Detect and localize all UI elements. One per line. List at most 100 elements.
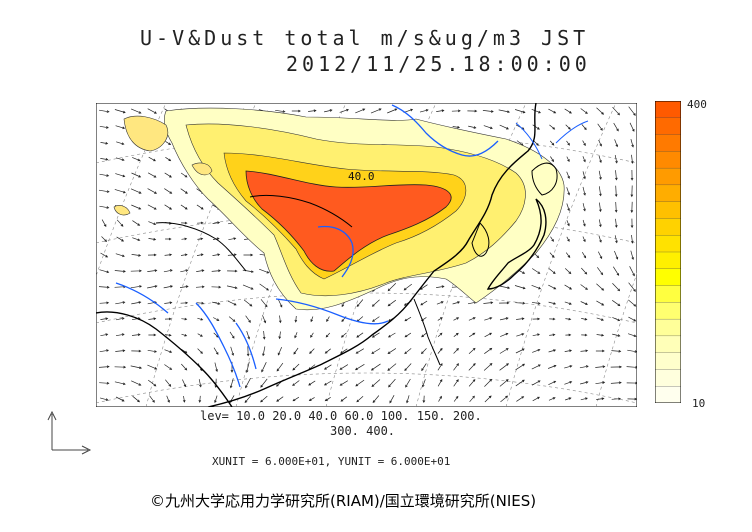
wind-vector [292,396,300,402]
colorbar-bin [655,369,681,387]
wind-vector [515,301,526,305]
wind-vector [371,379,381,387]
wind-vector [99,269,110,274]
wind-vector [196,204,204,210]
wind-vector [211,285,222,289]
wind-vector [515,363,525,371]
wind-vector [596,333,605,337]
wind-vector [147,379,157,387]
wind-vector [596,283,605,291]
wind-vector [308,380,316,386]
wind-vector [548,349,557,353]
wind-vector [99,349,110,353]
wind-vector [387,348,397,355]
wind-vector [580,108,588,114]
wind-vector [324,109,333,113]
wind-vector [630,169,634,181]
wind-vector [532,317,541,321]
wind-vector [612,106,620,116]
wind-vector [596,397,605,400]
wind-vector [130,108,142,114]
wind-vector [548,301,557,305]
wind-vector [420,348,427,355]
wind-vector [597,123,603,131]
wind-vector [99,125,109,129]
wind-vector [500,395,509,403]
wind-vector [180,301,189,305]
wind-vector [195,285,205,289]
wind-vector [196,301,205,305]
dust-core [245,170,452,272]
colorbar-bin [655,218,681,236]
wind-vector [515,348,525,354]
wind-vector [101,236,108,243]
wind-vector [99,381,110,385]
wind-vector [468,363,476,371]
wind-vector [261,362,267,373]
wind-vector [310,316,314,323]
wind-vector [549,252,555,258]
wind-vector [405,378,411,388]
wind-vector [499,379,509,387]
wind-vector [452,125,461,129]
wind-vector [626,365,637,369]
wind-vector [370,363,381,371]
wind-vector [100,158,109,161]
wind-vector [614,235,618,244]
wind-vector [147,204,157,210]
wind-vector [596,300,605,306]
wind-vector [100,141,109,145]
wind-vector [165,141,172,146]
vector-units: XUNIT = 6.000E+01, YUNIT = 6.000E+01 [212,455,451,468]
wind-vector [130,365,143,370]
wind-vector [614,185,618,198]
wind-vector [597,267,604,276]
wind-vector [246,346,250,357]
wind-vector [498,109,511,114]
wind-vector [614,201,618,213]
wind-vector [611,349,622,353]
wind-vector [437,347,443,354]
wind-vector [132,237,141,242]
wind-vector [612,333,621,337]
wind-vector [629,122,635,132]
wind-vector [437,317,443,321]
wind-vector [181,221,188,225]
wind-vector [627,333,637,338]
wind-vector [566,220,570,227]
colorbar-bin [655,352,681,371]
wind-vector [131,333,141,337]
wind-vector [212,301,221,305]
wind-vector [564,349,573,353]
wind-vector [630,201,634,213]
wind-vector [242,284,254,290]
wind-vector [99,173,110,177]
wind-vector [196,269,205,272]
wind-vector [147,269,158,272]
wind-vector [419,109,429,113]
wind-vector [355,348,364,354]
wind-vector [500,332,509,337]
wind-vector [614,155,618,164]
colorbar-bin [655,117,681,136]
wind-vector [115,157,125,162]
wind-vector [484,395,492,403]
wind-vector [499,124,509,130]
wind-vector [198,395,202,403]
wind-vector [581,333,588,337]
wind-vector [564,381,573,385]
wind-vector [421,363,427,372]
wind-vector [323,380,332,386]
wind-vector [371,332,380,338]
wind-vector [548,108,557,114]
colorbar-bin [655,167,681,186]
wind-vector [227,300,237,306]
wind-vector [181,317,188,321]
wind-vector [548,268,556,274]
wind-vector [244,395,252,404]
wind-vector [531,108,541,114]
wind-vector [356,299,364,308]
wind-vector [580,301,588,306]
wind-vector [275,109,286,113]
wind-vector [147,253,157,257]
